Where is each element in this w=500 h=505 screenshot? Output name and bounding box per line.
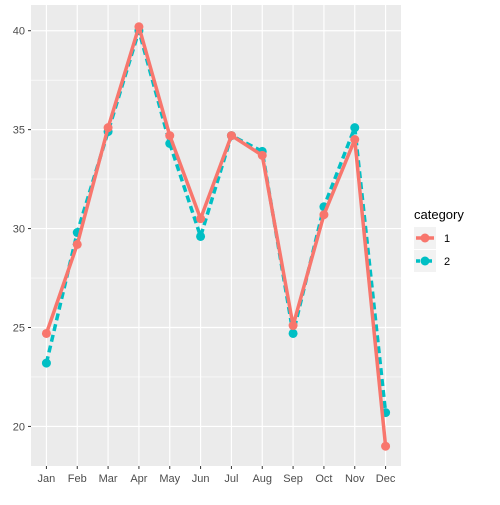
y-axis: 20 25 30 35 40 [13, 26, 31, 433]
x-tick-label: Mar [99, 473, 118, 485]
x-tick-label: May [159, 473, 180, 485]
y-tick-label: 40 [13, 26, 25, 38]
x-tick-label: Nov [345, 473, 365, 485]
legend-title: category [414, 207, 464, 222]
legend-items: 12 [414, 227, 450, 272]
y-tick-label: 35 [13, 125, 25, 137]
data-point [103, 123, 113, 133]
data-point [226, 131, 236, 141]
data-point [165, 131, 175, 141]
x-tick-label: Feb [68, 473, 87, 485]
x-tick-label: Oct [315, 473, 332, 485]
series-layer [41, 22, 391, 451]
data-point [196, 231, 206, 241]
data-point [41, 328, 51, 338]
plot-panel [31, 5, 401, 466]
legend-label: 1 [444, 233, 450, 245]
legend-key-point [420, 233, 430, 243]
data-point [350, 123, 360, 133]
data-point [288, 328, 298, 338]
major-gridlines [31, 5, 401, 466]
data-point [72, 239, 82, 249]
x-tick-label: Jul [224, 473, 238, 485]
legend-item-2: 2 [414, 250, 450, 272]
legend-label: 2 [444, 256, 450, 268]
y-tick-label: 25 [13, 323, 25, 335]
legend-item-1: 1 [414, 227, 450, 249]
data-point [134, 22, 144, 32]
x-axis: Jan Feb Mar Apr May Jun Jul Aug Sep Oct Nov Dec [38, 466, 396, 485]
data-point [381, 441, 391, 451]
data-point [196, 214, 206, 224]
data-point [288, 321, 298, 331]
legend: category 12 [414, 207, 464, 272]
x-tick-label: Dec [376, 473, 396, 485]
y-tick-label: 30 [13, 224, 25, 236]
x-tick-label: Jan [38, 473, 56, 485]
data-point [257, 150, 267, 160]
legend-key-point [420, 256, 430, 266]
x-tick-label: Jun [192, 473, 210, 485]
x-tick-label: Sep [283, 473, 303, 485]
data-point [350, 135, 360, 145]
x-tick-label: Aug [252, 473, 272, 485]
x-tick-label: Apr [130, 473, 147, 485]
series-line [44, 25, 388, 447]
data-point [319, 210, 329, 220]
y-tick-label: 20 [13, 421, 25, 433]
series-1 [41, 22, 391, 451]
data-point [41, 358, 51, 368]
